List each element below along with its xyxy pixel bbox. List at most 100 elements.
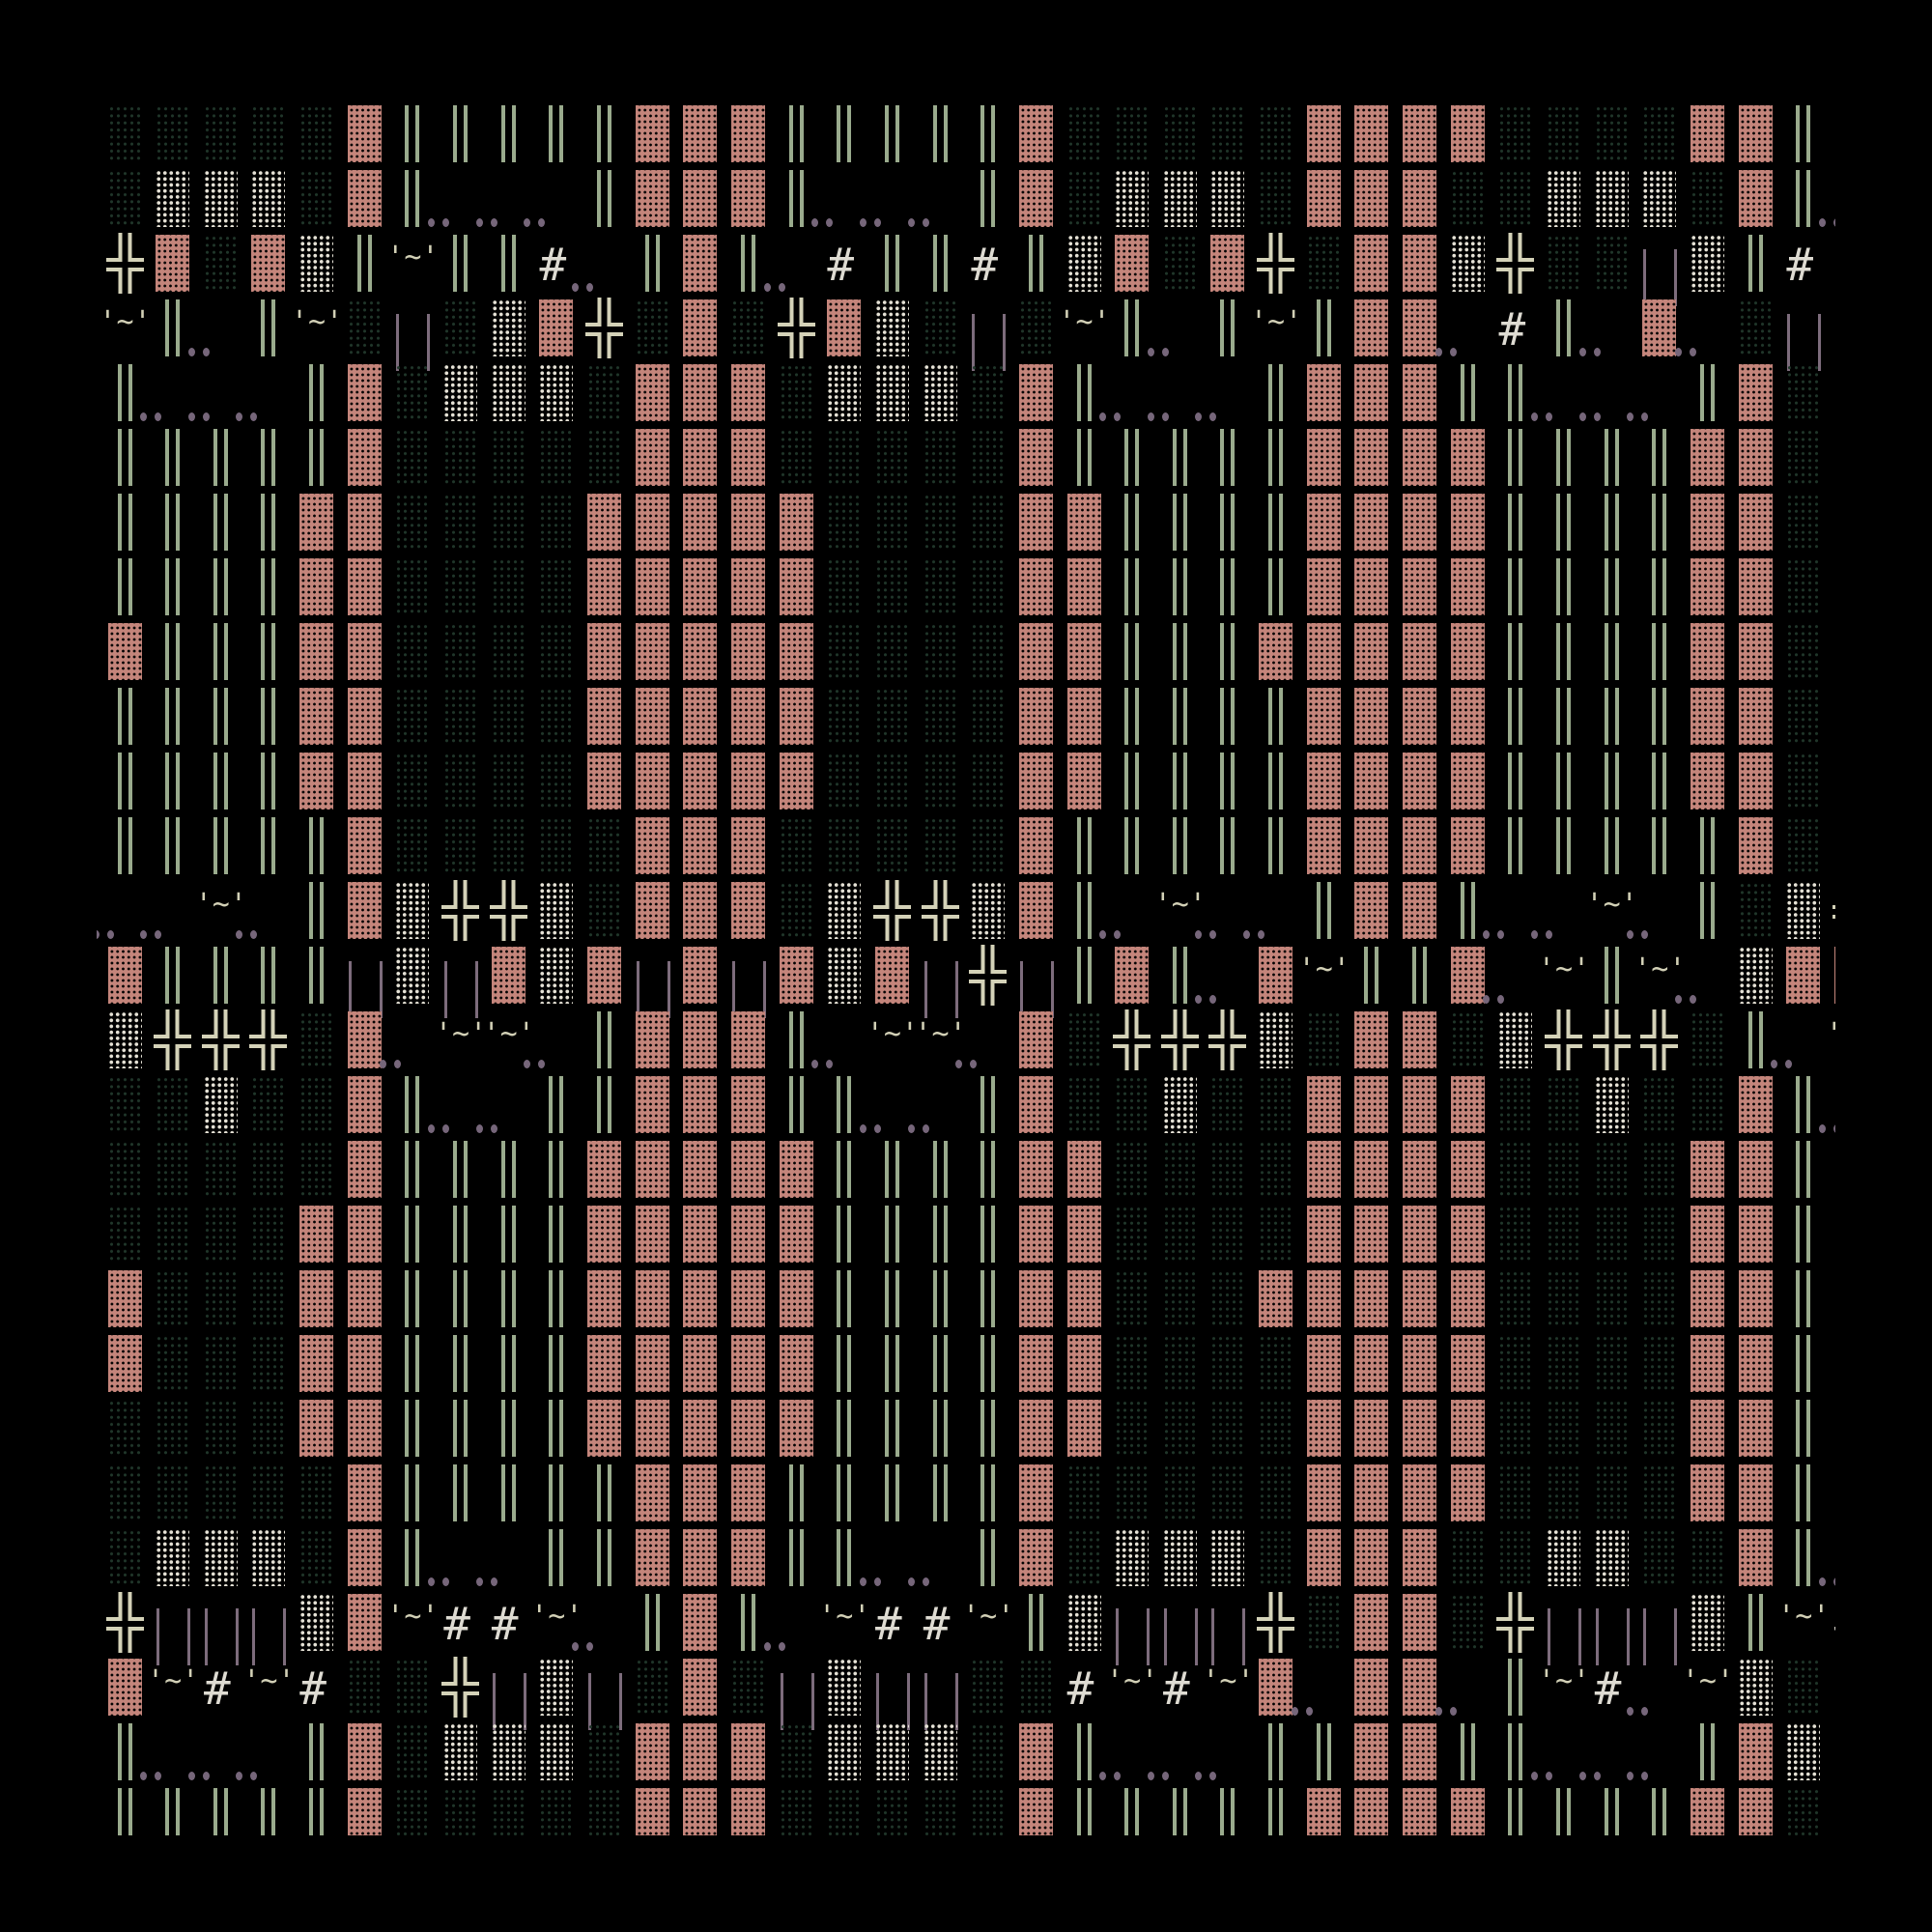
pink-shade-block-glyph — [779, 1141, 813, 1198]
dim-shade-block-glyph — [1115, 1076, 1150, 1133]
double-dot-glyph — [1099, 882, 1149, 939]
dot-icon — [490, 1577, 497, 1586]
dim-shade-block-glyph — [203, 235, 238, 292]
pink-shade-block-glyph — [1642, 299, 1677, 356]
double-bar-icon — [1652, 1788, 1667, 1835]
dot-icon — [1161, 1772, 1169, 1780]
dot-icon — [1209, 1772, 1217, 1780]
pink-shade-block-glyph — [1450, 429, 1485, 486]
dot-icon — [1483, 995, 1491, 1004]
tilde-face-text: '~' — [866, 1017, 919, 1051]
white-shade-block-glyph — [923, 1723, 957, 1780]
dim-shade-block-glyph — [443, 299, 478, 356]
dim-shade-block-glyph — [395, 753, 430, 810]
dot-icon — [826, 1060, 834, 1068]
double-vertical-bar-glyph — [1259, 558, 1293, 615]
double-vertical-bar-glyph — [1547, 299, 1580, 356]
pink-shade-block-glyph — [299, 558, 334, 615]
dot-icon — [97, 930, 99, 939]
double-bar-icon — [549, 1270, 564, 1327]
dim-shade-block-glyph — [827, 429, 862, 486]
double-vertical-bar-glyph — [539, 1529, 573, 1586]
tilde-face-glyph: '~' — [1538, 947, 1590, 1004]
white-shade-block-glyph — [827, 364, 862, 421]
double-vertical-bar-glyph — [443, 235, 477, 292]
dot-icon — [778, 1642, 785, 1651]
double-dot-glyph — [187, 1723, 238, 1780]
double-bar-icon — [1124, 558, 1140, 615]
pink-shade-block-glyph — [1403, 688, 1437, 745]
double-bar-icon — [549, 1206, 564, 1263]
double-vertical-bar-glyph — [299, 1723, 333, 1780]
dim-shade-block-glyph — [1210, 1400, 1245, 1457]
purple-bracket-glyph — [395, 299, 431, 371]
tilde-face-glyph: '~' — [1634, 947, 1686, 1004]
pink-shade-block-glyph — [779, 688, 813, 745]
double-vertical-bar-glyph — [587, 1464, 621, 1521]
double-vertical-bar-glyph — [1690, 1723, 1724, 1780]
pink-shade-block-glyph — [730, 1723, 765, 1780]
double-vertical-bar-glyph — [1259, 494, 1293, 551]
purple-bracket-glyph — [348, 947, 383, 1018]
dim-shade-block-glyph — [1833, 429, 1835, 486]
pink-shade-block-glyph — [1738, 1464, 1773, 1521]
double-vertical-bar-glyph — [539, 105, 573, 162]
double-vertical-bar-glyph — [251, 299, 285, 356]
dot-icon — [394, 1060, 402, 1068]
white-shade-block-glyph — [1547, 1529, 1580, 1586]
pink-shade-block-glyph — [1403, 1400, 1437, 1457]
purple-bracket-glyph — [731, 947, 766, 1018]
white-shade-block-glyph — [1210, 170, 1245, 227]
double-vertical-bar-glyph — [923, 1335, 957, 1392]
hash-text: # — [443, 1598, 470, 1650]
double-bar-icon — [1028, 1594, 1043, 1651]
double-vertical-bar-glyph — [875, 1206, 909, 1263]
dim-shade-block-glyph — [1690, 1529, 1724, 1586]
pink-shade-block-glyph — [1738, 1270, 1773, 1327]
pink-shade-block-glyph — [1690, 623, 1724, 680]
dim-shade-block-glyph — [1498, 105, 1533, 162]
pink-shade-block-glyph — [730, 1076, 765, 1133]
double-bar-icon — [1556, 753, 1571, 810]
double-vertical-bar-glyph — [971, 170, 1005, 227]
double-cross-glyph — [1496, 1592, 1535, 1653]
double-vertical-bar-glyph — [923, 1206, 957, 1263]
pink-shade-block-glyph — [1259, 1270, 1293, 1327]
dot-icon — [1689, 348, 1696, 356]
double-dot-glyph — [236, 364, 285, 421]
dim-shade-block-glyph — [203, 1270, 238, 1327]
dim-shade-block-glyph — [1547, 1076, 1580, 1133]
double-bar-icon — [309, 947, 325, 1004]
dim-shade-block-glyph — [443, 623, 478, 680]
double-bar-icon — [309, 1788, 325, 1835]
double-vertical-bar-glyph — [1739, 1011, 1773, 1068]
pink-shade-block-glyph — [1403, 1723, 1437, 1780]
pink-shade-block-glyph — [1354, 1270, 1389, 1327]
double-cross-icon — [1257, 233, 1295, 294]
double-vertical-bar-glyph — [1115, 623, 1149, 680]
dim-shade-block-glyph — [1115, 1400, 1150, 1457]
double-cross-glyph — [105, 233, 144, 294]
double-vertical-bar-glyph — [1163, 1788, 1197, 1835]
double-bar-icon — [884, 105, 899, 162]
bracket-icon — [588, 1673, 622, 1730]
tilde-face-glyph: '~' — [99, 299, 151, 356]
dot-icon — [250, 930, 258, 939]
dim-shade-block-glyph — [1786, 558, 1821, 615]
pink-shade-block-glyph — [107, 1659, 142, 1716]
tilde-face-text: '~' — [386, 1600, 440, 1634]
dim-shade-block-glyph — [923, 817, 957, 874]
dim-shade-block-glyph — [587, 1788, 621, 1835]
purple-bracket-glyph — [1834, 1659, 1835, 1730]
dot-icon — [490, 1124, 497, 1133]
double-vertical-bar-glyph — [875, 1335, 909, 1392]
double-vertical-bar-glyph — [1786, 1464, 1820, 1521]
dim-shade-block-glyph — [779, 429, 813, 486]
pink-shade-block-glyph — [1403, 1659, 1437, 1716]
dim-shade-block-glyph — [539, 429, 574, 486]
double-bar-icon — [1268, 494, 1284, 551]
double-bar-icon — [884, 1400, 899, 1457]
double-vertical-bar-glyph — [1498, 364, 1532, 421]
dot-icon — [1531, 412, 1538, 421]
tilde-face-text: '~' — [962, 1600, 1015, 1634]
